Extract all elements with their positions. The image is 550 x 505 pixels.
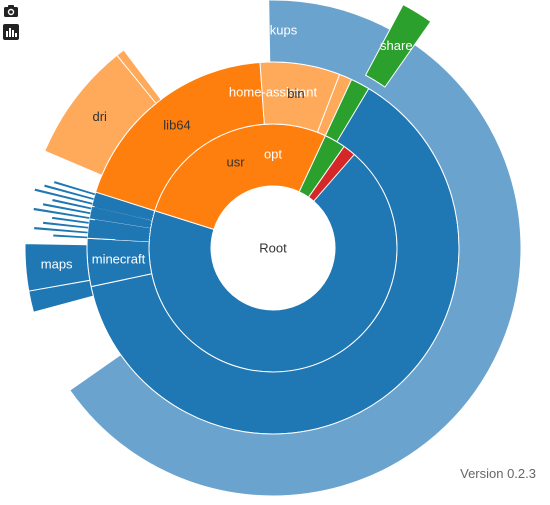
sliver-segment[interactable] [103, 203, 154, 218]
sliver-segment[interactable] [124, 55, 160, 102]
sliver-segment[interactable] [52, 199, 92, 210]
segment-backups[interactable] [69, 0, 522, 497]
sliver-segment[interactable] [94, 205, 153, 221]
sliver-segment[interactable] [118, 64, 154, 106]
sunburst-segments [24, 0, 522, 497]
sliver-segment[interactable] [103, 216, 152, 227]
sunburst-slivers [33, 55, 160, 242]
sliver-segment[interactable] [113, 226, 151, 233]
sliver-segment[interactable] [112, 201, 154, 215]
segment-lib64-small[interactable] [116, 49, 162, 105]
version-label: Version 0.2.3 [460, 466, 536, 481]
segment-maps[interactable] [24, 243, 91, 292]
sliver-segment[interactable] [53, 234, 88, 239]
sliver-segment[interactable] [43, 221, 89, 229]
sliver-segment[interactable] [95, 232, 150, 239]
sliver-segment[interactable] [104, 229, 150, 236]
sliver-segment[interactable] [94, 219, 151, 230]
sliver-segment[interactable] [128, 81, 152, 108]
sliver-segment[interactable] [115, 238, 150, 242]
bar-chart-icon[interactable] [3, 24, 19, 40]
sliver-segment[interactable] [42, 203, 91, 215]
sliver-segment[interactable] [44, 184, 94, 200]
sliver-segment[interactable] [112, 214, 152, 224]
sliver-segment[interactable] [33, 207, 90, 219]
sliver-segment[interactable] [126, 68, 156, 105]
segment-share[interactable] [364, 3, 432, 88]
sliver-segment[interactable] [34, 227, 88, 234]
sliver-segment[interactable] [52, 216, 89, 224]
sliver-segment[interactable] [133, 73, 158, 103]
camera-icon[interactable] [3, 3, 19, 19]
sliver-segment[interactable] [53, 181, 96, 196]
sliver-segment[interactable] [34, 188, 93, 205]
root-node[interactable] [211, 186, 335, 310]
